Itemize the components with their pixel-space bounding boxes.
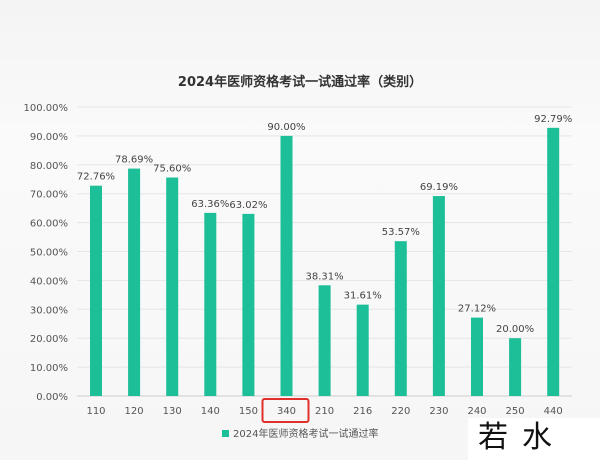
x-tick-label: 130 [163,406,182,417]
y-tick-label: 90.00% [30,132,68,143]
data-label: 20.00% [496,324,534,335]
data-label: 27.12% [458,304,496,315]
legend-label: 2024年医师资格考试一试通过率 [233,427,378,440]
bar [356,304,369,396]
bar [166,177,179,396]
y-tick-label: 50.00% [30,248,68,259]
bar [90,185,102,396]
y-tick-label: 70.00% [30,190,68,201]
y-tick-label: 30.00% [30,305,68,316]
data-label: 75.60% [153,164,191,175]
bar [471,317,483,396]
y-tick-label: 10.00% [30,363,68,374]
data-label: 63.36% [191,199,229,210]
legend-swatch [222,430,229,437]
x-tick-label: 210 [315,406,334,417]
x-tick-label: 150 [239,406,258,417]
x-tick-label: 240 [467,406,486,417]
legend: 2024年医师资格考试一试通过率 [222,427,378,440]
x-tick-label: 250 [506,406,525,417]
bar [318,285,331,396]
bar [547,127,560,396]
x-tick-label: 120 [125,406,144,417]
x-tick-label: 216 [353,406,372,417]
bar [204,212,217,396]
y-tick-label: 100.00% [24,103,69,114]
bar [128,168,141,396]
data-label: 72.76% [77,172,115,183]
data-label: 31.61% [344,291,382,302]
data-label: 92.79% [534,114,572,125]
bar [432,196,445,396]
y-tick-label: 20.00% [30,334,68,345]
data-label: 78.69% [115,155,153,166]
x-tick-label: 110 [86,406,105,417]
data-label: 90.00% [267,122,305,133]
x-tick-label: 140 [201,406,220,417]
x-tick-label: 220 [391,406,410,417]
y-tick-label: 0.00% [36,392,68,403]
x-tick-label: 230 [429,406,448,417]
bar [242,213,255,396]
chart-title: 2024年医师资格考试一试通过率（类别） [178,74,422,90]
bar [509,338,522,396]
highlight-box [261,398,310,423]
y-tick-label: 40.00% [30,276,68,287]
data-label: 69.19% [420,182,458,193]
data-label: 38.31% [306,271,344,282]
watermark-logo: 若水网 [468,418,600,460]
bar [394,241,407,396]
x-tick-label: 440 [544,406,563,417]
y-tick-label: 60.00% [30,219,68,230]
bar [280,135,293,396]
y-tick-label: 80.00% [30,161,68,172]
x-tick-label: 340 [277,406,296,417]
data-label: 53.57% [382,227,420,238]
data-label: 63.02% [229,200,267,211]
